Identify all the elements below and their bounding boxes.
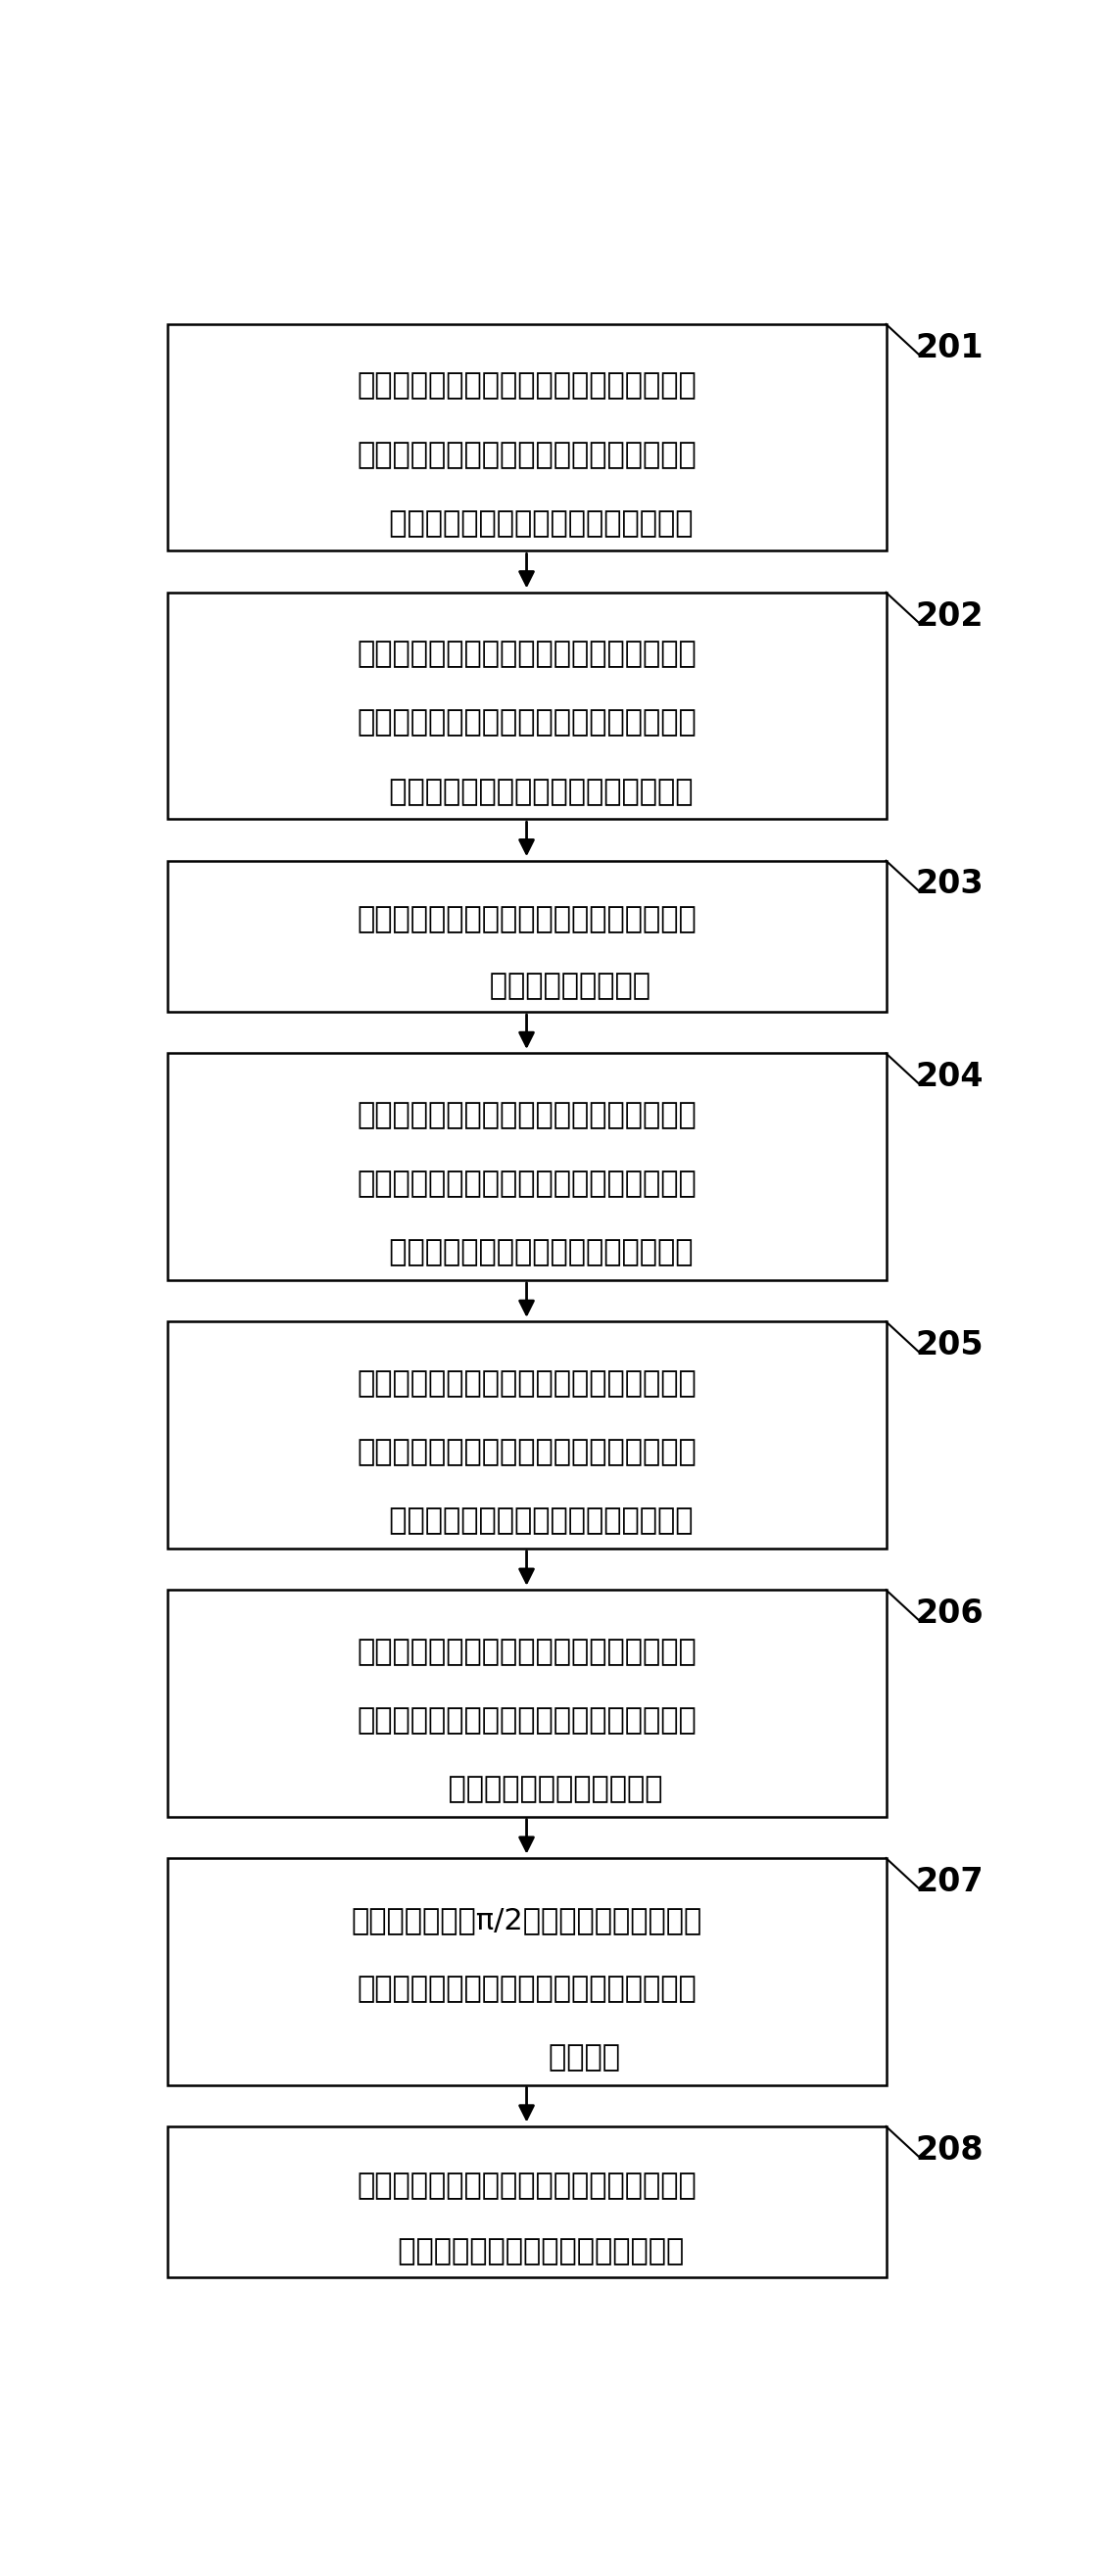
Bar — [167, 1857, 886, 2084]
Bar — [167, 325, 886, 551]
Text: 第一图像传感器在电子设备的控制下接收第: 第一图像传感器在电子设备的控制下接收第 — [357, 1100, 697, 1128]
Bar — [167, 1589, 886, 1816]
Text: 电子设备通过下面的反正切函数得到待测相: 电子设备通过下面的反正切函数得到待测相 — [357, 2172, 697, 2200]
Text: 第二图像传感器在电子设备的控制下接收第: 第二图像传感器在电子设备的控制下接收第 — [357, 1370, 697, 1399]
Text: 202: 202 — [915, 600, 983, 631]
Bar — [167, 1054, 886, 1280]
Text: 208: 208 — [915, 2133, 983, 2166]
Text: 涉图、第三相移干涉图、第四相移干涉图、: 涉图、第三相移干涉图、第四相移干涉图、 — [357, 1705, 697, 1734]
Text: 207: 207 — [915, 1865, 983, 1899]
Text: 第二相移干涉图的相移量为时域相移量: 第二相移干涉图的相移量为时域相移量 — [361, 1239, 692, 1267]
Text: 第二图像传感器在电子设备的控制下接收第: 第二图像传感器在电子设备的控制下接收第 — [357, 639, 697, 670]
Text: 二成像偏振光，并形成第二相移干涉图，该: 二成像偏振光，并形成第二相移干涉图，该 — [357, 1170, 697, 1198]
Text: 当空域相移量为π/2时，电子设备将同一图: 当空域相移量为π/2时，电子设备将同一图 — [351, 1906, 702, 1935]
Text: 空域相移量以及时域相移量: 空域相移量以及时域相移量 — [390, 1775, 662, 1803]
Text: 第四相移干涉图的相移量为综合相移量: 第四相移干涉图的相移量为综合相移量 — [361, 1507, 692, 1535]
Text: 去除背景: 去除背景 — [434, 2043, 619, 2071]
Text: 205: 205 — [915, 1329, 983, 1363]
Text: 制，得到时域相移量: 制，得到时域相移量 — [404, 971, 650, 999]
Text: 电子设备获取第一相移干涉图、第二相移干: 电子设备获取第一相移干涉图、第二相移干 — [357, 1638, 697, 1667]
Text: 三成像偏振光，并形成第三相移干涉图，该: 三成像偏振光，并形成第三相移干涉图，该 — [357, 708, 697, 737]
Text: 206: 206 — [915, 1597, 983, 1631]
Text: 第一相移干涉图的相移量为参考相移量: 第一相移干涉图的相移量为参考相移量 — [361, 510, 692, 538]
Bar — [167, 1321, 886, 1548]
Text: 空间光调制器在电子设备的控制下进行光调: 空间光调制器在电子设备的控制下进行光调 — [357, 907, 697, 935]
Text: 204: 204 — [915, 1061, 983, 1092]
Text: 像传感器采集到的两幅相移干涉图进行相减: 像传感器采集到的两幅相移干涉图进行相减 — [357, 1973, 697, 2004]
Text: 第三相移干涉图的相移量为空域相移量: 第三相移干涉图的相移量为空域相移量 — [361, 778, 692, 806]
Text: 201: 201 — [915, 332, 983, 363]
Text: 第一图像传感器在电子设备的控制下接收第: 第一图像传感器在电子设备的控制下接收第 — [357, 371, 697, 399]
Bar — [167, 2125, 886, 2277]
Bar — [167, 592, 886, 819]
Bar — [167, 860, 886, 1012]
Text: 位，上述待测相位为待测物品的相位: 位，上述待测相位为待测物品的相位 — [369, 2236, 684, 2264]
Text: 203: 203 — [915, 868, 983, 902]
Text: 一成像偏振光，并形成第一相移干涉图，该: 一成像偏振光，并形成第一相移干涉图，该 — [357, 440, 697, 469]
Text: 四成像偏振光，并形成第四相移干涉图，该: 四成像偏振光，并形成第四相移干涉图，该 — [357, 1437, 697, 1466]
